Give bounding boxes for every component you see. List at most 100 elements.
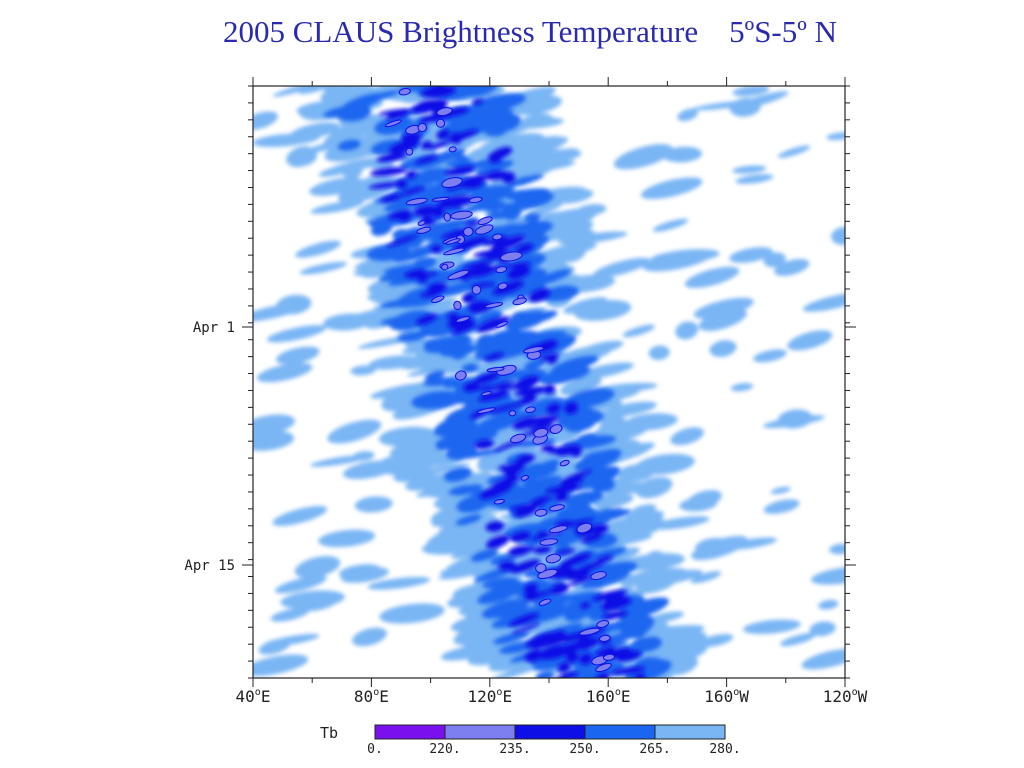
field-blob [370, 167, 408, 177]
field-blob [440, 644, 494, 661]
field-blob [565, 651, 579, 663]
field-blob [528, 288, 551, 303]
field-blob [337, 139, 361, 151]
field-blob [483, 160, 514, 174]
field-blob [623, 413, 678, 431]
field-blob [546, 345, 613, 368]
field-blob [471, 284, 482, 295]
field-blob [452, 236, 489, 251]
field-blob [523, 583, 538, 593]
field-blob [549, 424, 563, 434]
field-blob [253, 111, 278, 130]
field-blob [595, 555, 614, 563]
field-blob [471, 265, 500, 278]
field-blob [519, 310, 558, 326]
field-blob [436, 129, 450, 140]
field-blob [488, 151, 503, 164]
x-tick-label: 80oE [354, 687, 389, 706]
field-blob [580, 602, 591, 609]
field-blob [427, 282, 448, 293]
field-blob [485, 521, 505, 532]
field-blob [258, 638, 291, 655]
field-blob [270, 607, 310, 622]
field-blob [510, 433, 527, 444]
field-blob [443, 212, 451, 222]
legend-color-box [514, 724, 586, 740]
legend-level-label: 250. [569, 742, 600, 757]
field-blob [617, 597, 670, 620]
field-blob [539, 366, 591, 385]
field-blob [787, 330, 833, 351]
field-blob [802, 292, 845, 312]
field-blob [479, 133, 545, 153]
field-blob [829, 543, 845, 555]
field-blob [540, 459, 560, 470]
x-tick-label: 160oW [704, 687, 749, 706]
x-tick-label: 120oE [468, 687, 513, 706]
field-blob [592, 257, 651, 278]
field-blob [468, 196, 483, 204]
field-blob [486, 211, 511, 220]
color-legend: Tb 0. 220. 235. 250. 265. 280. [320, 724, 741, 757]
field-blob [512, 485, 535, 502]
field-blob [498, 465, 510, 471]
field-blob [446, 334, 472, 352]
y-axis-labels: Apr 1 Apr 15 [184, 320, 235, 574]
field-blob [524, 358, 546, 370]
field-blob [729, 247, 773, 263]
y-tick-label: Apr 15 [184, 558, 235, 574]
field-blob [463, 181, 483, 189]
legend-level-label: 0. [367, 742, 383, 757]
field-blob [484, 302, 504, 309]
field-blob [492, 280, 524, 295]
field-blob [480, 391, 492, 397]
field-blob [253, 133, 313, 148]
field-blob [535, 671, 555, 678]
field-blob [679, 497, 718, 512]
field-blob [523, 346, 545, 354]
field-blob [412, 257, 437, 270]
field-blob [477, 216, 493, 226]
field-blob [596, 619, 610, 628]
field-blob [622, 324, 655, 338]
field-blob [385, 110, 411, 121]
legend-title: Tb [320, 724, 338, 742]
field-blob [533, 427, 549, 438]
field-blob [381, 193, 402, 203]
field-blob [510, 559, 541, 574]
field-blob [443, 247, 465, 256]
field-blob [507, 173, 544, 187]
field-blob [573, 362, 634, 380]
field-blob [500, 251, 523, 262]
field-blob [811, 566, 845, 585]
legend-color-box [374, 724, 446, 740]
field-blob [502, 171, 516, 184]
field-blob [677, 108, 699, 122]
field-blob [521, 222, 546, 241]
field-blob [532, 638, 569, 649]
field-blob [405, 197, 428, 206]
field-blob [490, 235, 526, 252]
field-blob [709, 340, 737, 357]
field-blob [630, 504, 657, 516]
field-blob [515, 243, 534, 254]
field-blob [560, 363, 578, 372]
field-blob [493, 631, 530, 645]
field-blob [459, 420, 478, 433]
field-blob [474, 224, 494, 235]
field-blob [442, 105, 486, 124]
field-blob [486, 366, 505, 373]
field-blob [447, 129, 479, 142]
field-blob [549, 504, 565, 512]
field-blob [441, 263, 449, 271]
field-blob [464, 86, 498, 97]
field-blob [493, 599, 523, 609]
field-blob [601, 610, 628, 620]
field-blob [484, 352, 505, 361]
field-blob [397, 331, 428, 342]
field-blob [415, 313, 438, 325]
field-blob [436, 107, 453, 117]
field-blob [574, 448, 622, 472]
field-blob [413, 205, 437, 217]
field-blob [507, 136, 568, 161]
